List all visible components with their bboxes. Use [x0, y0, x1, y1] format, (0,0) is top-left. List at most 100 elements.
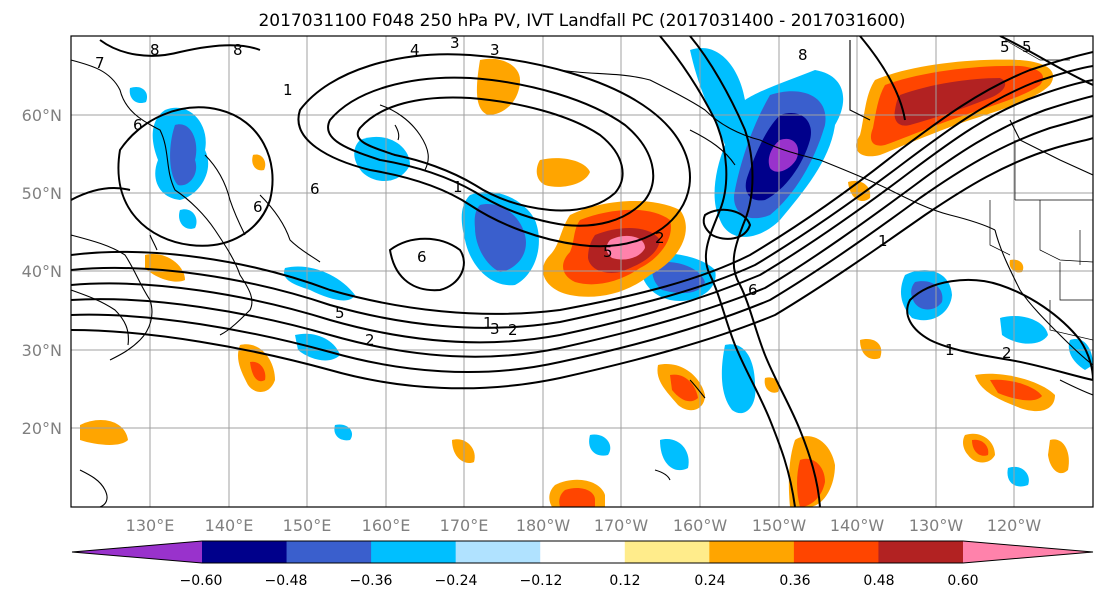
- contour-label: 2: [1002, 344, 1012, 362]
- contour-label: 5: [1022, 38, 1032, 56]
- colorbar-bin: [540, 541, 626, 563]
- latitude-labels: 60°N 50°N 40°N 30°N 20°N: [22, 106, 62, 438]
- colorbar-bin: [202, 541, 288, 563]
- colorbar: [71, 540, 1094, 564]
- contour-label: 5: [1000, 38, 1010, 56]
- pos-region: [252, 154, 266, 171]
- pos-region: [80, 420, 128, 445]
- lat-label: 50°N: [22, 184, 62, 203]
- neg-region: [589, 434, 611, 456]
- colorbar-bin: [624, 541, 710, 563]
- colorbar-bin: [371, 541, 457, 563]
- contour-label: 1: [878, 232, 888, 250]
- contour-label: 2: [365, 331, 375, 349]
- lon-label: 170°W: [594, 516, 649, 535]
- lon-label: 160°E: [362, 516, 411, 535]
- neg-region: [911, 281, 943, 310]
- lon-label: 120°W: [987, 516, 1042, 535]
- contour-label: 3: [490, 320, 500, 338]
- borders: [989, 39, 1093, 341]
- colorbar-tick-label: −0.12: [520, 573, 563, 589]
- pos-region: [145, 254, 185, 282]
- colorbar-tick-label: −0.60: [180, 573, 223, 589]
- contour-label: 5: [335, 304, 345, 322]
- colorbar-tick-label: 0.48: [863, 573, 894, 589]
- map-title: 2017031100 F048 250 hPa PV, IVT Landfall…: [258, 11, 905, 31]
- lon-label: 150°E: [283, 516, 332, 535]
- neg-region: [474, 204, 526, 272]
- contour-labels: 1 2 3 4 5 6 7 8 1 2 3 5 6 1 5 6 8 6 1 2 …: [95, 34, 1032, 362]
- neg-region: [1000, 315, 1048, 344]
- contour-label: 6: [310, 180, 320, 198]
- colorbar-bin: [878, 541, 964, 563]
- contour-label: 2: [508, 321, 518, 339]
- colorbar-bin: [709, 541, 795, 563]
- lon-label: 150°W: [752, 516, 807, 535]
- contour-label: 6: [417, 248, 427, 266]
- contour-label: 8: [150, 41, 160, 59]
- lat-label: 40°N: [22, 262, 62, 281]
- contour-label: 3: [490, 41, 500, 59]
- pos-region: [860, 339, 882, 360]
- contour-label: 5: [603, 243, 613, 261]
- neg-region: [295, 333, 340, 361]
- coastlines: [71, 40, 1093, 507]
- neg-region: [652, 261, 705, 294]
- map-content: 1 2 3 4 5 6 7 8 1 2 3 5 6 1 5 6 8 6 1 2 …: [71, 34, 1093, 507]
- lat-label: 30°N: [22, 341, 62, 360]
- colorbar-arrow-left: [72, 541, 202, 563]
- pos-region: [764, 377, 780, 393]
- neg-region: [170, 124, 197, 186]
- pos-region: [990, 379, 1042, 401]
- contour-label: 6: [133, 116, 143, 134]
- lon-label: 180°W: [516, 516, 571, 535]
- contour-label: 8: [233, 41, 243, 59]
- lon-label: 140°E: [205, 516, 254, 535]
- colorbar-bin: [286, 541, 372, 563]
- contour-label: 4: [410, 41, 420, 59]
- lat-label: 60°N: [22, 106, 62, 125]
- lon-label: 140°W: [830, 516, 885, 535]
- colorbar-outline: [71, 540, 1094, 564]
- contour-label: 2: [655, 229, 665, 247]
- pos-region: [1009, 259, 1024, 273]
- pos-region: [250, 361, 266, 382]
- neg-region: [1007, 466, 1029, 487]
- colorbar-tick-label: −0.36: [350, 573, 393, 589]
- contour-label: 1: [453, 178, 463, 196]
- pos-region: [670, 374, 698, 402]
- lon-label: 170°E: [440, 516, 489, 535]
- neg-region: [660, 439, 689, 471]
- colorbar-bin: [793, 541, 879, 563]
- map-frame: [70, 35, 1094, 508]
- contour-label: 6: [253, 198, 263, 216]
- pos-region: [559, 488, 595, 507]
- contour-label: 7: [95, 54, 105, 72]
- lon-label: 160°W: [673, 516, 728, 535]
- contour-label: 1: [283, 81, 293, 99]
- colorbar-tick-label: 0.60: [947, 573, 978, 589]
- pos-region: [1048, 439, 1069, 474]
- colorbar-arrow-right: [963, 541, 1093, 563]
- lat-label: 20°N: [22, 419, 62, 438]
- contour-label: 8: [798, 46, 808, 64]
- colorbar-tick-labels: −0.60 −0.48 −0.36 −0.24 −0.12 0.12 0.24 …: [180, 573, 979, 589]
- colorbar-tick-label: −0.48: [265, 573, 308, 589]
- pos-region: [536, 158, 590, 187]
- contour-label: 6: [748, 281, 758, 299]
- colorbar-tick-label: −0.24: [435, 573, 478, 589]
- pos-region: [452, 439, 475, 464]
- colorbar-bin: [455, 541, 541, 563]
- contour-label: 1: [483, 314, 493, 332]
- neg-region: [721, 344, 756, 414]
- neg-region: [179, 209, 197, 229]
- graticule: [71, 36, 1093, 507]
- pos-region: [894, 78, 1006, 126]
- lon-label: 130°W: [909, 516, 964, 535]
- contour-label: 3: [450, 34, 460, 52]
- colorbar-tick-label: 0.36: [779, 573, 810, 589]
- pos-region: [476, 58, 520, 115]
- contour-label: 1: [945, 341, 955, 359]
- colorbar-tick-label: 0.12: [609, 573, 640, 589]
